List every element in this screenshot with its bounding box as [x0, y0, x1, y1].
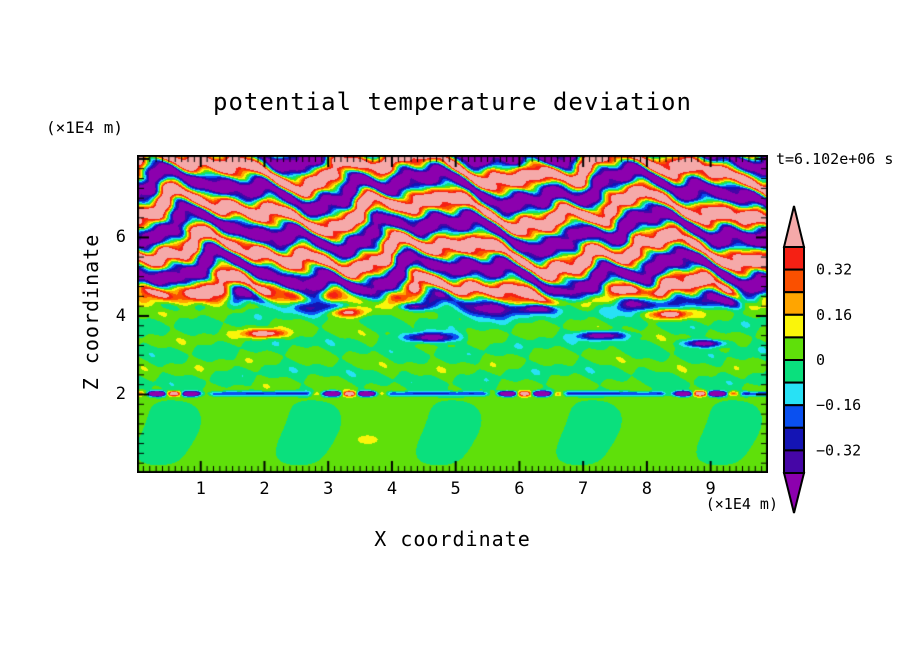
colorbar-tick-label: −0.16 — [816, 396, 861, 414]
y-axis-unit-label: (×1E4 m) — [46, 118, 124, 137]
colorbar-segment — [783, 313, 805, 339]
colorbar-over-arrow — [782, 205, 806, 248]
colorbar-segment — [783, 449, 805, 474]
x-axis-title: X coordinate — [374, 527, 531, 551]
contour-plot-canvas — [137, 155, 768, 473]
y-tick-label: 2 — [115, 384, 126, 405]
colorbar-segment — [783, 291, 805, 316]
x-tick-label: 6 — [514, 479, 525, 499]
colorbar-under-arrow — [782, 472, 806, 514]
x-tick-label: 3 — [323, 479, 334, 499]
colorbar-segment — [783, 381, 805, 407]
x-tick-label: 2 — [259, 479, 270, 499]
colorbar-segment — [783, 404, 805, 429]
x-tick-label: 1 — [195, 479, 206, 499]
colorbar: 0.32 0.16 0 −0.16 −0.32 — [782, 205, 861, 514]
x-tick-label: 7 — [578, 479, 589, 499]
x-tick-label: 9 — [705, 479, 716, 499]
colorbar-segment — [783, 336, 805, 361]
colorbar-tick-label: 0.32 — [816, 261, 852, 279]
timestamp-label: t=6.102e+06 s — [776, 150, 894, 168]
colorbar-tick-label: 0.16 — [816, 306, 852, 324]
colorbar-segment — [783, 268, 805, 294]
x-tick-label: 5 — [450, 479, 461, 499]
x-tick-label: 8 — [641, 479, 653, 499]
colorbar-segment — [783, 246, 805, 271]
colorbar-tick-label: 0 — [816, 351, 825, 369]
x-axis-unit-label: (×1E4 m) — [705, 495, 778, 513]
colorbar-segment — [783, 359, 805, 384]
x-tick-label: 4 — [386, 479, 398, 499]
colorbar-segment — [783, 426, 805, 452]
y-tick-label: 6 — [115, 227, 126, 248]
colorbar-tick-label: −0.32 — [816, 441, 861, 459]
chart-title: potential temperature deviation — [213, 88, 692, 116]
y-tick-label: 4 — [115, 305, 126, 326]
